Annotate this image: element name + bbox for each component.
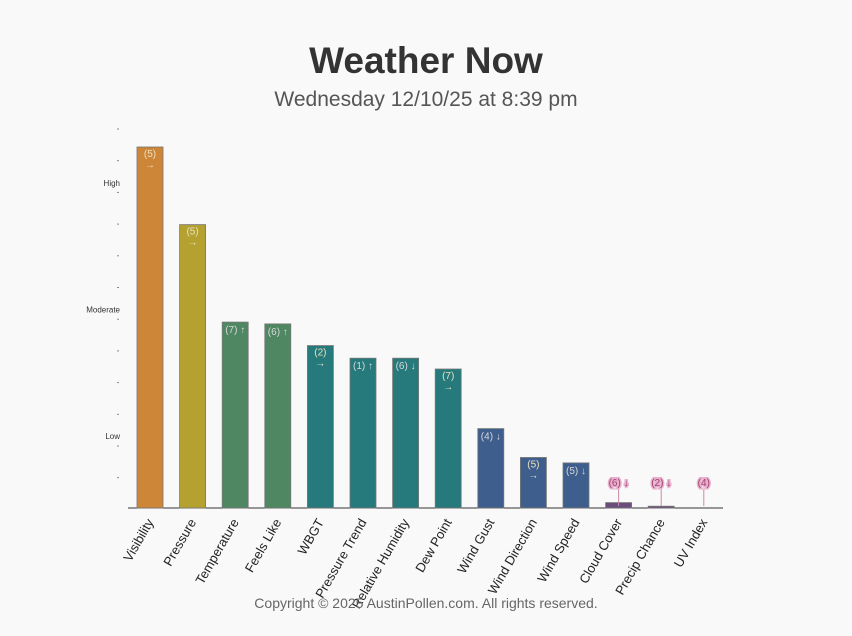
x-tick-label: Pressure — [160, 516, 199, 569]
bar — [434, 368, 462, 509]
bar-value-label: (2) ↓ — [651, 478, 671, 489]
bar-value-label: (6) ↑ — [268, 327, 288, 338]
x-tick-label: Wind Gust — [454, 516, 498, 576]
bar-value-label: (4) ↓ — [481, 432, 501, 443]
bar-trend-label: → — [145, 160, 155, 171]
bar-value-label: (2) — [314, 348, 326, 359]
bar-value-label: (7) ↑ — [225, 325, 245, 336]
bar-value-label: (5) — [527, 459, 539, 470]
bar-trend-label: → — [528, 470, 538, 481]
bar — [520, 457, 547, 509]
x-tick-label: WBGT — [295, 516, 328, 557]
bar-trend-label: → — [315, 359, 325, 370]
bar — [136, 146, 164, 509]
bar — [349, 357, 377, 509]
bar — [562, 462, 590, 509]
y-level-label: Low — [105, 432, 120, 441]
bar — [647, 505, 675, 509]
x-tick-label: Temperature — [192, 516, 241, 587]
x-tick-label: Cloud Cover — [576, 515, 625, 586]
x-tick-label: Wind Speed — [534, 516, 582, 585]
bar-value-label: (5) — [144, 149, 156, 160]
bar-value-label: (5) ↓ — [566, 466, 586, 477]
bar-value-label: (1) ↑ — [353, 361, 373, 372]
y-level-label: Moderate — [86, 305, 120, 314]
bar-value-label: (6) ↓ — [396, 361, 416, 372]
bar — [392, 357, 420, 509]
x-tick-label: UV Index — [671, 516, 711, 570]
bar — [179, 224, 207, 509]
x-tick-label: Dew Point — [412, 516, 455, 575]
y-level-label: High — [104, 179, 120, 188]
bar-trend-label: → — [188, 238, 198, 249]
bar — [264, 323, 292, 509]
bar-trend-label: → — [443, 382, 453, 393]
bar-value-label: (5) — [186, 227, 198, 238]
bar — [306, 345, 334, 509]
bar-value-label: (6) ↓ — [609, 478, 629, 489]
bar — [477, 428, 505, 509]
x-tick-label: Feels Like — [242, 516, 285, 575]
page-subtitle: Wednesday 12/10/25 at 8:39 pm — [274, 88, 578, 111]
bar-value-label: (7) — [442, 371, 454, 382]
copyright-text: Copyright © 2025 AustinPollen.com. All r… — [254, 595, 598, 611]
x-tick-label: Visibility — [120, 516, 157, 564]
page-title: Weather Now — [309, 40, 543, 81]
bar-value-label: (4) — [698, 478, 710, 489]
bar — [221, 321, 249, 509]
